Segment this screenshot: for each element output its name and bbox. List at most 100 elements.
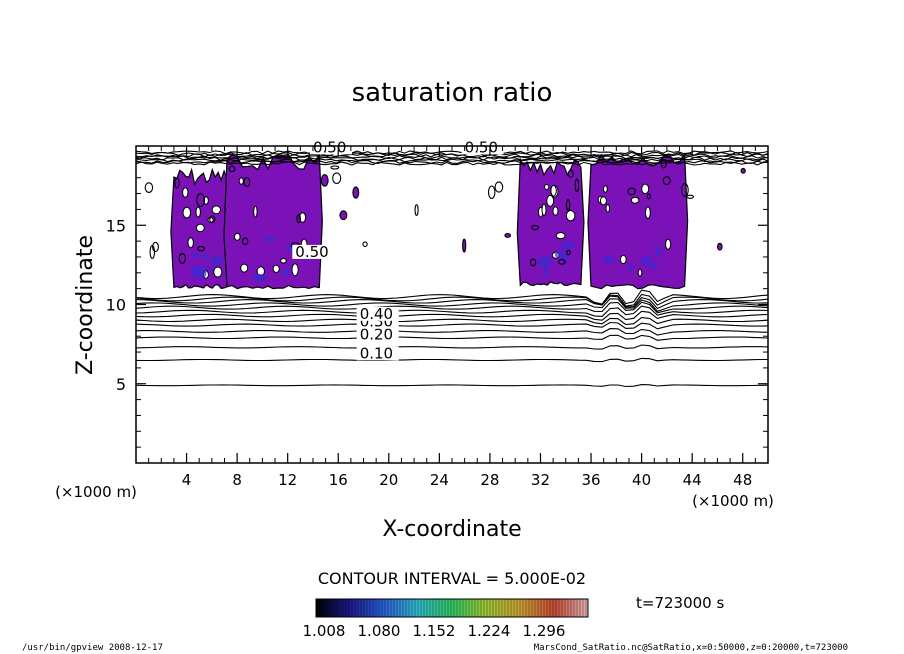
region-hole — [195, 206, 201, 218]
colorbar-tick-label: 1.296 — [523, 622, 566, 640]
dense-patch — [209, 256, 225, 265]
upper-contour-band — [136, 161, 768, 166]
region-hole — [299, 212, 307, 223]
dense-patch — [190, 252, 201, 258]
x-unit-left: (×1000 m) — [55, 483, 137, 501]
contour-line-0.60 — [136, 295, 768, 310]
dense-patch — [601, 258, 616, 263]
region-hole — [272, 264, 280, 273]
speck — [339, 210, 348, 221]
x-tick-label: 48 — [733, 471, 752, 489]
contour-label-bg — [461, 140, 504, 155]
supersaturated-region-3 — [516, 157, 585, 287]
region-hole — [630, 196, 640, 204]
speck — [144, 182, 154, 193]
footer-right: MarsCond_SatRatio.nc@SatRatio,x=0:50000,… — [534, 643, 848, 653]
region-hole — [544, 184, 550, 190]
chart-title: saturation ratio — [352, 78, 553, 108]
contour-lines-layer — [136, 150, 768, 388]
speck — [462, 238, 467, 253]
speck — [228, 165, 236, 173]
dense-patch — [641, 255, 652, 267]
colorbar — [315, 598, 589, 618]
speck — [574, 178, 580, 193]
region-hole — [603, 185, 608, 193]
contour-label-bg — [356, 306, 399, 321]
speck — [558, 259, 566, 265]
contour-labels-layer: 0.100.200.300.400.500.500.50 — [292, 138, 504, 362]
contour-line-0.10 — [136, 357, 768, 363]
speck — [330, 165, 340, 170]
speck — [662, 176, 671, 186]
speck — [174, 177, 180, 189]
speck — [681, 183, 689, 197]
dense-patch — [202, 253, 209, 260]
region-hole — [253, 205, 258, 218]
x-tick-label: 8 — [232, 471, 242, 489]
region-hole — [552, 206, 559, 216]
colorbar-tick-label: 1.008 — [303, 622, 346, 640]
colorbar-tick-labels: 1.008 1.080 1.152 1.224 1.296 — [303, 622, 566, 640]
region-hole — [203, 196, 209, 205]
speck — [686, 194, 695, 199]
speck — [352, 186, 360, 199]
speck — [414, 204, 419, 217]
footer-left: /usr/bin/gpview 2008-12-17 — [22, 643, 163, 653]
colorbar-tick-label: 1.224 — [468, 622, 511, 640]
region-hole — [182, 206, 192, 219]
speck — [332, 172, 342, 185]
contour-line-0.05 — [136, 384, 768, 388]
region-hole — [637, 268, 643, 277]
contour-label-bg — [292, 244, 335, 259]
upper-contour-band — [136, 159, 768, 165]
contour-line-0.35 — [136, 317, 768, 326]
region-hole — [182, 187, 189, 198]
contour-line-0.45 — [136, 305, 768, 317]
x-unit-right: (×1000 m) — [692, 492, 774, 510]
speck — [716, 242, 723, 251]
speck — [296, 214, 301, 224]
region-hole — [213, 266, 223, 278]
speck — [530, 225, 540, 231]
region-hole — [280, 258, 287, 264]
contour-label-bg — [310, 140, 352, 155]
upper-contour-band — [136, 150, 768, 155]
contour-label-bg — [356, 346, 399, 361]
x-tick-label: 40 — [632, 471, 651, 489]
supersaturation-fill-layer — [144, 152, 746, 290]
y-tick-label: 15 — [106, 216, 126, 235]
time-label: t=723000 s — [636, 594, 724, 612]
contour-line-0.20 — [136, 334, 768, 341]
x-tick-label: 4 — [182, 471, 192, 489]
dense-patch — [281, 267, 290, 276]
colorbar-tick-label: 1.152 — [413, 622, 456, 640]
x-axis-ticks: 4 8 12 16 20 24 28 32 36 40 44 48 — [148, 146, 756, 489]
speck — [196, 193, 206, 208]
speck — [567, 169, 574, 178]
contour-label: 0.40 — [360, 305, 393, 323]
region-hole — [619, 254, 627, 265]
contour-line-0.25 — [136, 328, 768, 336]
region-hole — [605, 204, 611, 213]
speck — [320, 174, 329, 187]
contour-interval: CONTOUR INTERVAL = 5.000E-02 — [318, 569, 586, 588]
dense-patch — [536, 256, 553, 267]
x-tick-label: 16 — [329, 471, 348, 489]
region-hole — [187, 237, 194, 249]
speck — [178, 253, 186, 264]
supersaturated-region-4 — [587, 152, 689, 290]
speck — [487, 185, 496, 199]
region-hole — [238, 177, 244, 185]
speck — [504, 232, 512, 238]
upper-contour-band — [136, 158, 768, 163]
contour-label: 0.10 — [360, 344, 393, 362]
contour-label: 0.50 — [295, 243, 328, 261]
x-tick-label: 32 — [531, 471, 550, 489]
x-tick-label: 36 — [581, 471, 600, 489]
x-tick-label: 24 — [430, 471, 449, 489]
region-hole — [240, 263, 249, 273]
region-hole — [211, 205, 222, 215]
dense-patch — [542, 268, 550, 276]
dense-patch — [651, 261, 658, 270]
x-tick-label: 20 — [379, 471, 398, 489]
